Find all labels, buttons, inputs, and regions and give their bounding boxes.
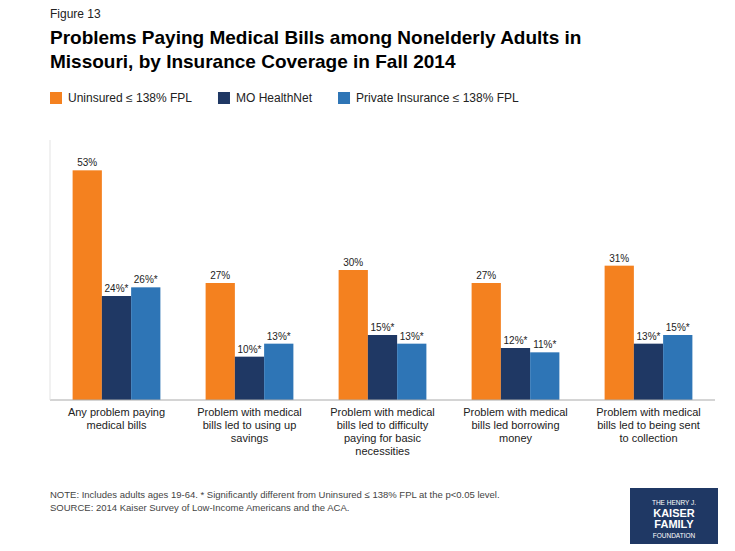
bar (102, 296, 131, 400)
data-labels: 53% 27% 30% 27% 31% 24%* 10%* 15%* 12%* 13%* 26%* 1… (77, 157, 690, 354)
y-axis (50, 140, 51, 400)
legend: Uninsured ≤ 138% FPL MO HealthNet Private … (50, 91, 519, 105)
data-label: 24%* (105, 283, 129, 294)
x-tick-label: Problem with medicalbills led borrowingm… (463, 406, 568, 444)
x-tick-label: Problem with medicalbills led to using u… (197, 406, 302, 444)
bar (634, 344, 663, 400)
x-tick-label: Problem with medicalbills led to difficu… (330, 406, 435, 457)
legend-label: Uninsured ≤ 138% FPL (68, 91, 192, 105)
data-label: 11%* (533, 339, 556, 350)
data-label: 27% (476, 270, 496, 281)
data-label: 15%* (371, 322, 395, 333)
bar (472, 283, 501, 400)
x-tick-labels: Any problem payingmedical bills Problem w… (68, 406, 701, 457)
logo-text: FAMILY (654, 518, 694, 530)
bar (605, 266, 634, 400)
bar (397, 344, 426, 400)
bar (339, 270, 368, 400)
bar (131, 287, 160, 400)
logo-text: FOUNDATION (653, 532, 696, 539)
bar (368, 335, 397, 400)
data-label: 26%* (134, 274, 158, 285)
logo-text: KAISER (653, 507, 695, 519)
note: NOTE: Includes adults ages 19-64. * Sign… (50, 489, 500, 513)
legend-label: Private Insurance ≤ 138% FPL (356, 91, 519, 105)
bar (206, 283, 235, 400)
data-label: 12%* (504, 335, 528, 346)
data-label: 10%* (238, 344, 262, 355)
data-label: 31% (609, 253, 629, 264)
data-label: 27% (210, 270, 230, 281)
legend-label: MO HealthNet (236, 91, 313, 105)
legend-swatch (50, 92, 62, 104)
data-label: 53% (77, 157, 97, 168)
bar (264, 344, 293, 400)
logo-box (630, 488, 718, 544)
bar (663, 335, 692, 400)
bar (530, 352, 559, 400)
background (0, 0, 735, 551)
bar (235, 357, 264, 400)
legend-swatch (218, 92, 230, 104)
data-label: 30% (343, 257, 363, 268)
logo-text: THE HENRY J. (652, 499, 696, 506)
data-label: 15%* (666, 322, 690, 333)
legend-swatch (338, 92, 350, 104)
data-label: 13%* (637, 331, 661, 342)
x-axis (50, 400, 715, 401)
data-label: 13%* (400, 331, 424, 342)
data-label: 13%* (267, 331, 291, 342)
title: Problems Paying Medical Bills among None… (50, 27, 581, 72)
x-tick-label: Any problem payingmedical bills (68, 406, 165, 431)
bars (73, 170, 693, 400)
chart: Figure 13 Problems Paying Medical Bills a… (0, 0, 735, 551)
x-tick-label: Problem with medicalbills led to being s… (596, 406, 701, 444)
bar (501, 348, 530, 400)
figure-label: Figure 13 (50, 7, 101, 21)
logo: THE HENRY J.KAISERFAMILY FOUNDATION (630, 488, 718, 544)
bar (73, 170, 102, 400)
